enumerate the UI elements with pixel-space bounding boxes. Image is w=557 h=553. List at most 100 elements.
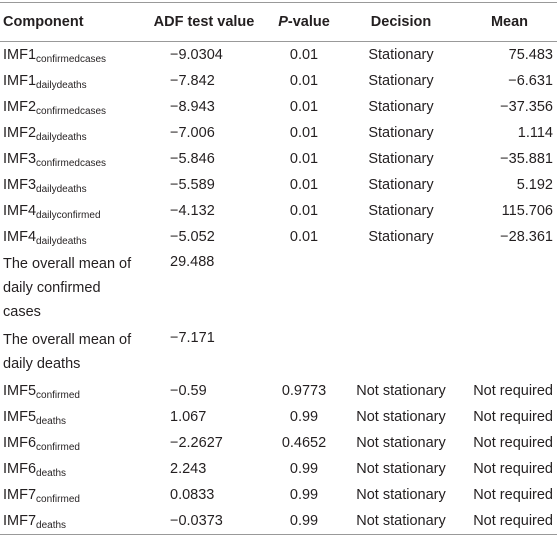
cell: −37.356 bbox=[500, 99, 553, 115]
empty-cell bbox=[340, 326, 462, 378]
empty-cell bbox=[462, 250, 557, 326]
table-row: IMF4dailydeaths −5.052 0.01 Stationary −28.3… bbox=[0, 224, 557, 250]
cell: −6.631 bbox=[508, 73, 553, 89]
cell: 0.99 bbox=[289, 461, 319, 477]
component-subscript: deaths bbox=[36, 468, 67, 479]
cell: 5.192 bbox=[516, 177, 553, 193]
empty-cell bbox=[462, 326, 557, 378]
cell: Not stationary bbox=[340, 508, 462, 535]
cell: 0.01 bbox=[289, 73, 319, 89]
cell: 0.99 bbox=[289, 409, 319, 425]
cell: Stationary bbox=[368, 73, 434, 89]
component-name: IMF1 bbox=[3, 73, 37, 89]
component-name: IMF5 bbox=[3, 383, 37, 399]
table-row: IMF6confirmed −2.2627 0.4652 Not stationary… bbox=[0, 430, 557, 456]
component-name: IMF6 bbox=[3, 461, 37, 477]
cell: Not stationary bbox=[356, 409, 446, 425]
component-subscript: deaths bbox=[36, 416, 67, 427]
cell: 0.01 bbox=[289, 151, 319, 167]
cell: 0.01 bbox=[289, 203, 319, 219]
cell: 0.01 bbox=[289, 99, 319, 115]
table-row: The overall mean of daily deaths −7.171 bbox=[0, 326, 557, 378]
cell: −7.842 bbox=[170, 73, 215, 89]
cell: −0.0373 bbox=[140, 508, 268, 535]
component-subscript: confirmed bbox=[36, 494, 80, 505]
cell: −0.59 bbox=[170, 383, 207, 399]
cell: 0.99 bbox=[289, 487, 319, 503]
component-subscript: deaths bbox=[36, 520, 67, 531]
cell: −5.589 bbox=[170, 177, 215, 193]
table-row: IMF7confirmed 0.0833 0.99 Not stationary Not… bbox=[0, 482, 557, 508]
header-cell: Decision bbox=[340, 2, 462, 42]
empty-cell bbox=[340, 250, 462, 326]
component-name: IMF6 bbox=[3, 435, 37, 451]
component-cell: IMF5deaths bbox=[0, 404, 140, 430]
component-cell: IMF7deaths bbox=[0, 508, 140, 535]
component-cell: IMF3dailydeaths bbox=[0, 172, 140, 198]
header-text: -value bbox=[287, 14, 330, 30]
component-cell: IMF4dailyconfirmed bbox=[0, 198, 140, 224]
cell: Stationary bbox=[368, 177, 434, 193]
component-cell: IMF2confirmedcases bbox=[0, 94, 140, 120]
header-cell: Component bbox=[0, 2, 140, 42]
cell: −4.132 bbox=[170, 203, 215, 219]
component-cell: IMF2dailydeaths bbox=[0, 120, 140, 146]
component-subscript: dailyconfirmed bbox=[36, 210, 101, 221]
cell: −5.846 bbox=[170, 151, 215, 167]
cell: 1.114 bbox=[517, 125, 553, 141]
cell: −7.171 bbox=[170, 330, 215, 346]
cell: 0.01 bbox=[289, 125, 319, 141]
cell: Not stationary bbox=[356, 487, 446, 503]
header-cell: Mean bbox=[462, 2, 557, 42]
cell: 0.99 bbox=[268, 508, 340, 535]
component-subscript: confirmedcases bbox=[36, 106, 107, 117]
table-row: IMF6deaths 2.243 0.99 Not stationary Not req… bbox=[0, 456, 557, 482]
cell: 2.243 bbox=[170, 461, 207, 477]
cell: −5.052 bbox=[170, 229, 215, 245]
component-subscript: dailydeaths bbox=[36, 132, 87, 143]
cell: Not required bbox=[473, 383, 553, 399]
cell: −9.0304 bbox=[170, 47, 223, 63]
cell: −8.943 bbox=[170, 99, 215, 115]
component-name: IMF4 bbox=[3, 229, 37, 245]
cell: Stationary bbox=[368, 125, 434, 141]
table-row: IMF5deaths 1.067 0.99 Not stationary Not req… bbox=[0, 404, 557, 430]
cell: Not required bbox=[473, 487, 553, 503]
cell: Stationary bbox=[368, 203, 434, 219]
cell: −2.2627 bbox=[170, 435, 223, 451]
header-row: Component ADF test value P-value Decision Me… bbox=[0, 2, 557, 42]
cell: 29.488 bbox=[170, 254, 215, 270]
cell: Not stationary bbox=[356, 383, 446, 399]
table-row: IMF4dailyconfirmed −4.132 0.01 Stationary 11… bbox=[0, 198, 557, 224]
cell: Not stationary bbox=[356, 461, 446, 477]
component-subscript: confirmed bbox=[36, 442, 80, 453]
adf-table: Component ADF test value P-value Decision Me… bbox=[0, 2, 557, 535]
cell: Not required bbox=[473, 461, 553, 477]
table-row: IMF1dailydeaths −7.842 0.01 Stationary −6.63… bbox=[0, 68, 557, 94]
cell: 0.01 bbox=[289, 47, 319, 63]
table-row: IMF3confirmedcases −5.846 0.01 Stationary −3… bbox=[0, 146, 557, 172]
table-row: IMF1confirmedcases −9.0304 0.01 Stationary 7… bbox=[0, 42, 557, 69]
component-cell: IMF1dailydeaths bbox=[0, 68, 140, 94]
empty-cell bbox=[268, 326, 340, 378]
table-row: IMF2confirmedcases −8.943 0.01 Stationary −3… bbox=[0, 94, 557, 120]
component-cell: IMF3confirmedcases bbox=[0, 146, 140, 172]
component-name: IMF1 bbox=[3, 47, 37, 63]
cell: 0.9773 bbox=[281, 383, 327, 399]
cell: The overall mean of daily confirmed case… bbox=[3, 256, 132, 320]
component-cell: IMF4dailydeaths bbox=[0, 224, 140, 250]
component-name: IMF3 bbox=[3, 177, 37, 193]
cell: Not required bbox=[462, 508, 557, 535]
header-cell: ADF test value bbox=[140, 2, 268, 42]
table-body: IMF1confirmedcases −9.0304 0.01 Stationary 7… bbox=[0, 42, 557, 535]
component-cell: IMF6confirmed bbox=[0, 430, 140, 456]
cell: 0.0833 bbox=[170, 487, 215, 503]
component-cell: IMF5confirmed bbox=[0, 378, 140, 404]
cell: −35.881 bbox=[500, 151, 553, 167]
cell: −28.361 bbox=[500, 229, 553, 245]
header-italic: P bbox=[278, 14, 288, 30]
cell: Not required bbox=[473, 409, 553, 425]
component-name: IMF2 bbox=[3, 125, 37, 141]
component-cell: IMF1confirmedcases bbox=[0, 42, 140, 69]
cell: Stationary bbox=[368, 151, 434, 167]
